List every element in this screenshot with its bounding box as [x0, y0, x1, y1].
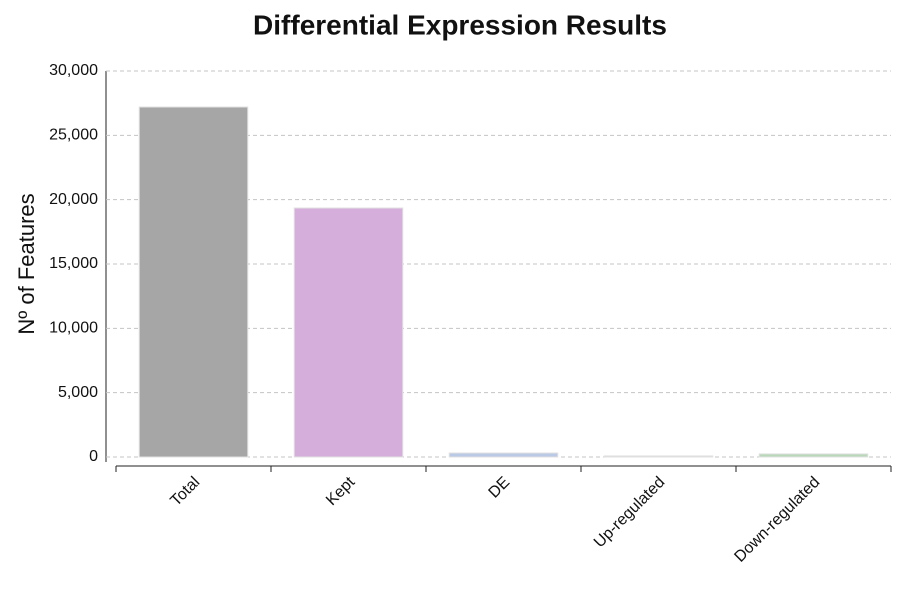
- y-tick-label: 25,000: [49, 127, 98, 144]
- y-tick-label: 15,000: [49, 255, 98, 272]
- y-tick-label: 20,000: [49, 191, 98, 208]
- x-tick-label: Up-regulated: [591, 474, 668, 551]
- y-tick-label: 5,000: [58, 384, 98, 401]
- x-tick-label: Down-regulated: [731, 474, 823, 566]
- y-tick-label: 10,000: [49, 320, 98, 337]
- y-axis-label: Nº of Features: [14, 193, 39, 334]
- y-tick-label: 0: [89, 448, 98, 465]
- x-tick-label: Total: [167, 474, 203, 510]
- bar: [293, 207, 404, 458]
- bar: [603, 455, 714, 458]
- x-tick-label: DE: [486, 474, 514, 502]
- bar: [758, 453, 869, 458]
- y-tick-label: 30,000: [49, 62, 98, 79]
- bar: [138, 106, 249, 458]
- bar: [448, 452, 559, 458]
- x-tick-label: Kept: [323, 473, 359, 509]
- chart-title: Differential Expression Results: [253, 9, 667, 40]
